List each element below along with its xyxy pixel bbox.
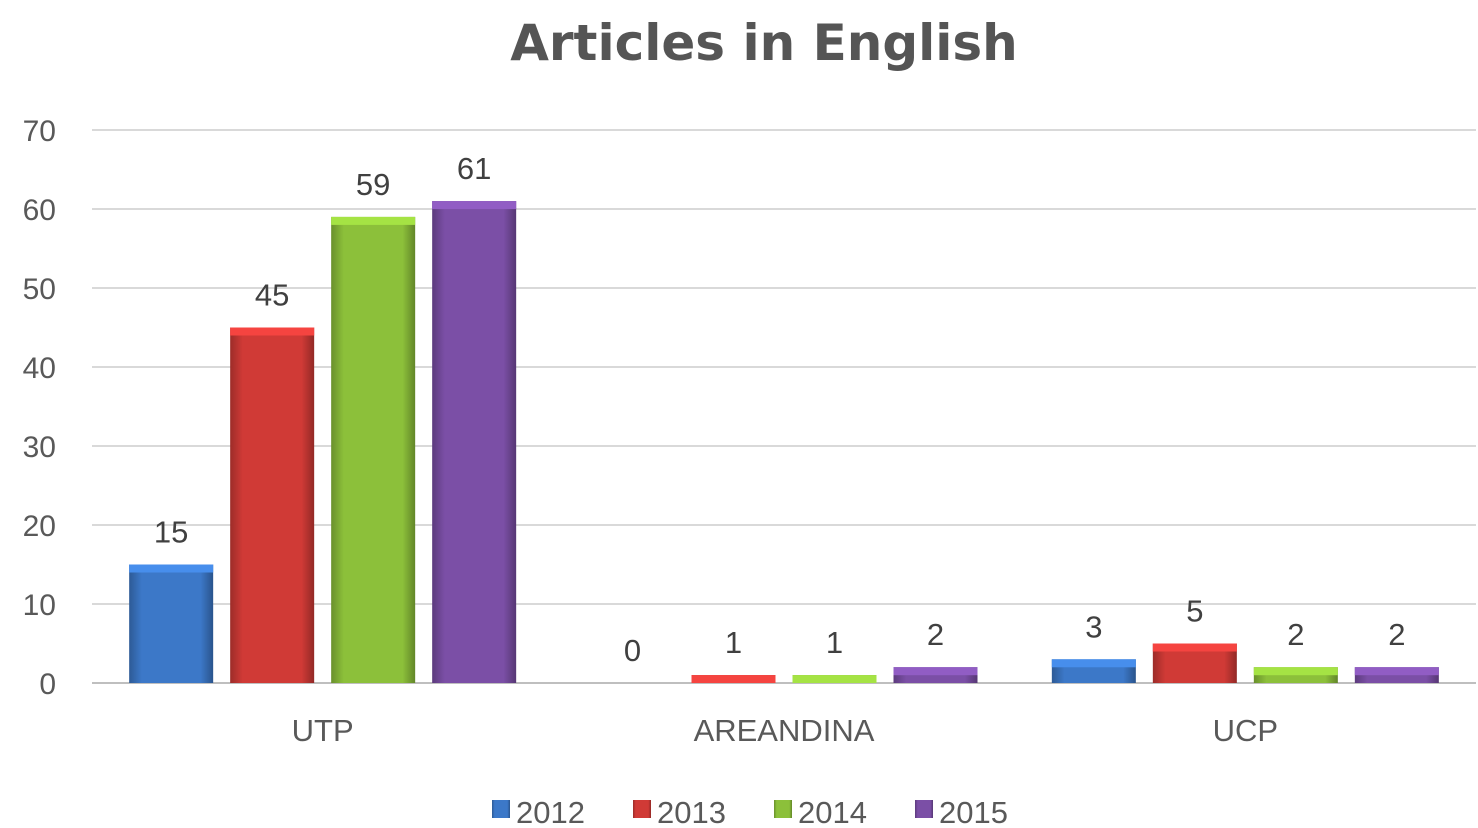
data-label: 1 — [725, 625, 742, 660]
bar-top — [1253, 667, 1338, 676]
data-label: 2 — [1388, 617, 1405, 652]
bar — [1051, 659, 1136, 683]
y-tick-label: 30 — [23, 431, 56, 464]
bar-body — [331, 216, 416, 683]
bar-top — [1152, 643, 1237, 652]
bar — [893, 667, 978, 683]
legend-swatch — [915, 800, 933, 818]
data-label: 15 — [154, 515, 188, 550]
data-label: 0 — [624, 633, 641, 668]
legend-label: 2012 — [516, 795, 585, 828]
data-label: 2 — [927, 617, 944, 652]
category-labels: UTP AREANDINA UCP — [292, 713, 1278, 748]
legend-label: 2015 — [939, 795, 1008, 828]
legend-item: 2013 — [633, 795, 726, 828]
y-tick-label: 70 — [23, 115, 56, 148]
y-tick-label: 20 — [23, 510, 56, 543]
legend-swatch — [774, 800, 792, 818]
bar — [230, 327, 315, 683]
bar-top — [691, 675, 776, 683]
y-tick-label: 0 — [39, 668, 56, 701]
gridlines — [92, 129, 1476, 684]
bar — [792, 675, 877, 683]
legend: 2012 2013 2014 2015 — [492, 795, 1008, 828]
bar-body — [230, 327, 315, 683]
bar-top — [432, 201, 517, 210]
y-tick-label: 40 — [23, 352, 56, 385]
bar-top — [1354, 667, 1439, 676]
legend-label: 2013 — [657, 795, 726, 828]
chart-title: Articles in English — [510, 14, 1018, 72]
x-category-label: UTP — [292, 713, 354, 748]
y-tick-label: 50 — [23, 273, 56, 306]
bar — [1253, 667, 1338, 683]
bar-top — [230, 327, 315, 336]
bar-body — [129, 564, 214, 683]
bar-top — [893, 667, 978, 676]
bar-body — [432, 201, 517, 683]
data-label: 59 — [356, 167, 390, 202]
y-tick-label: 10 — [23, 589, 56, 622]
data-label: 2 — [1287, 617, 1304, 652]
y-tick-label: 60 — [23, 194, 56, 227]
bar-top — [331, 216, 416, 225]
bar-top — [1051, 659, 1136, 668]
data-label: 61 — [457, 151, 491, 186]
bar-top — [792, 675, 877, 683]
data-labels: 15 45 59 61 0 1 1 2 3 5 2 2 — [154, 151, 1406, 668]
legend-item: 2012 — [492, 795, 585, 828]
bar-top — [129, 564, 214, 573]
bar — [432, 201, 517, 683]
data-label: 5 — [1186, 594, 1203, 629]
legend-swatch — [633, 800, 651, 818]
x-category-label: UCP — [1213, 713, 1278, 748]
x-category-label: AREANDINA — [694, 713, 875, 748]
legend-item: 2014 — [774, 795, 867, 828]
legend-label: 2014 — [798, 795, 867, 828]
data-label: 3 — [1085, 609, 1102, 644]
bar — [1152, 643, 1237, 683]
bars — [129, 201, 1439, 683]
bar — [129, 564, 214, 683]
data-label: 45 — [255, 278, 289, 313]
legend-item: 2015 — [915, 795, 1008, 828]
y-axis-ticks: 0 10 20 30 40 50 60 70 — [23, 115, 56, 701]
legend-swatch — [492, 800, 510, 818]
bar — [691, 675, 776, 683]
bar — [1354, 667, 1439, 683]
bar — [331, 216, 416, 683]
data-label: 1 — [826, 625, 843, 660]
